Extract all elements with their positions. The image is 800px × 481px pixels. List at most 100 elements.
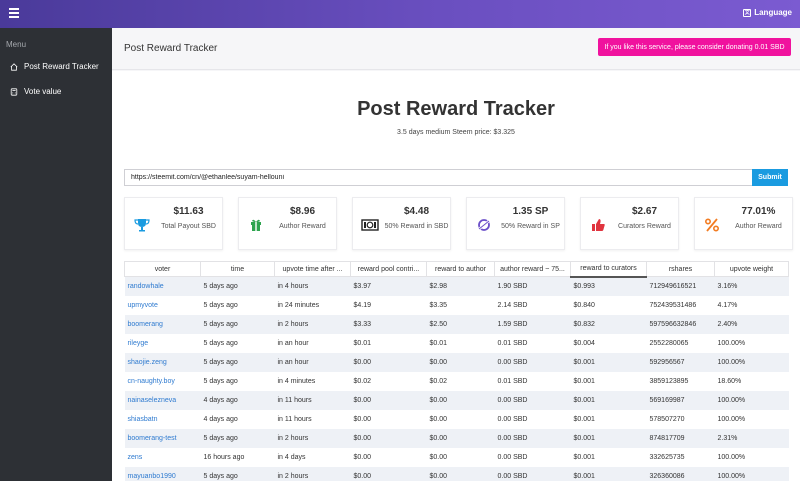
- table-row: upmyvote 5 days ago in 24 minutes $4.19 $3.3…: [124, 295, 789, 315]
- column-header-upvote-weight[interactable]: upvote weight: [714, 261, 789, 277]
- stat-value: $11.63: [173, 206, 204, 217]
- table-cell: $0.00: [426, 428, 495, 448]
- post-url-input[interactable]: [124, 169, 752, 186]
- table-cell: 5 days ago: [200, 314, 275, 334]
- table-cell: 3.16%: [714, 276, 789, 296]
- table-cell: 5 days ago: [200, 295, 275, 315]
- table-cell: 4 days ago: [200, 409, 275, 429]
- table-cell: 2.40%: [714, 314, 789, 334]
- stat-card-author-reward: $8.96 Author Reward: [238, 197, 337, 250]
- column-header-author-reward[interactable]: author reward ~ 75...: [494, 261, 571, 277]
- table-cell: 578507270: [646, 409, 715, 429]
- column-header-reward-curators[interactable]: reward to curators: [570, 261, 647, 278]
- table-cell: in 2 hours: [274, 428, 351, 448]
- menu-title: Menu: [6, 40, 27, 49]
- table-cell: 0.00 SBD: [494, 409, 571, 429]
- table-cell: 0.00 SBD: [494, 390, 571, 410]
- table-row: boomerang 5 days ago in 2 hours $3.33 $2.50 1…: [124, 314, 789, 334]
- table-row: rileyge 5 days ago in an hour $0.01 $0.01 0.0…: [124, 333, 789, 353]
- table-row: boomerang-test 5 days ago in 2 hours $0.00 $…: [124, 428, 789, 448]
- submit-button[interactable]: Submit: [752, 169, 788, 186]
- table-cell: in 2 hours: [274, 466, 351, 481]
- table-cell: 5 days ago: [200, 466, 275, 481]
- table-cell: 100.00%: [714, 352, 789, 372]
- table-cell: $0.00: [426, 466, 495, 481]
- stat-label: Author Reward: [279, 223, 326, 230]
- table-cell: $0.00: [350, 409, 427, 429]
- steem-price-subtitle: 3.5 days medium Steem price: $3.325: [397, 129, 515, 136]
- main-content: Post Reward Tracker 3.5 days medium Stee…: [112, 71, 800, 481]
- top-bar: 文 Language: [0, 0, 800, 28]
- column-header-reward-author[interactable]: reward to author: [426, 261, 495, 277]
- table-cell: $0.840: [570, 295, 647, 315]
- table-cell: in 4 minutes: [274, 371, 351, 391]
- table-cell: $0.832: [570, 314, 647, 334]
- stat-label: 50% Reward in SBD: [384, 223, 449, 230]
- language-label: Language: [754, 8, 792, 17]
- language-button[interactable]: 文 Language: [743, 8, 792, 17]
- table-cell: $0.00: [350, 466, 427, 481]
- sidebar-item-vote-value[interactable]: Vote value: [10, 87, 61, 96]
- table-cell: $0.02: [426, 371, 495, 391]
- stat-value: $2.67: [631, 206, 658, 217]
- table-cell: 4.17%: [714, 295, 789, 315]
- stat-card-author-percent: 77.01% Author Reward: [694, 197, 793, 250]
- table-cell: $0.00: [426, 409, 495, 429]
- sidebar-item-label: Post Reward Tracker: [24, 62, 99, 71]
- calculator-icon: [10, 87, 18, 96]
- column-header-upvote-time[interactable]: upvote time after ...: [274, 261, 351, 277]
- table-row: mayuanbo1990 5 days ago in 2 hours $0.00 $0.…: [124, 466, 789, 481]
- column-header-time[interactable]: time: [200, 261, 275, 277]
- table-cell: in 24 minutes: [274, 295, 351, 315]
- stat-value: 1.35 SP: [512, 206, 549, 217]
- table-cell: 752439531486: [646, 295, 715, 315]
- table-cell: 326360086: [646, 466, 715, 481]
- page-header: Post Reward Tracker If you like this ser…: [112, 28, 800, 70]
- table-cell: $0.00: [426, 352, 495, 372]
- sidebar: Menu Post Reward Tracker Vote value: [0, 28, 112, 481]
- voter-link[interactable]: boomerang: [124, 314, 201, 334]
- hero-title: Post Reward Tracker: [357, 98, 555, 120]
- table-cell: $0.00: [350, 390, 427, 410]
- table-cell: 569169987: [646, 390, 715, 410]
- table-cell: $0.001: [570, 466, 647, 481]
- column-header-reward-pool[interactable]: reward pool contri...: [350, 261, 427, 277]
- voter-link[interactable]: nainaselezneva: [124, 390, 201, 410]
- table-cell: $0.001: [570, 409, 647, 429]
- voter-link[interactable]: shiasbatn: [124, 409, 201, 429]
- stat-label: Curators Reward: [618, 223, 671, 230]
- table-cell: $0.001: [570, 428, 647, 448]
- table-row: nainaselezneva 4 days ago in 11 hours $0.00…: [124, 390, 789, 410]
- sidebar-item-label: Vote value: [24, 87, 62, 96]
- voter-link[interactable]: boomerang-test: [124, 428, 201, 448]
- table-cell: 2552280065: [646, 333, 715, 353]
- voter-link[interactable]: randowhale: [124, 276, 201, 296]
- trophy-icon: [134, 219, 150, 232]
- voter-link[interactable]: cn-naughty.boy: [124, 371, 201, 391]
- column-header-voter[interactable]: voter: [124, 261, 201, 277]
- table-cell: 4 days ago: [200, 390, 275, 410]
- money-icon: [361, 219, 379, 231]
- table-cell: in 4 hours: [274, 276, 351, 296]
- hamburger-menu-icon[interactable]: [9, 8, 19, 18]
- table-cell: 0.01 SBD: [494, 333, 571, 353]
- table-cell: 712949616521: [646, 276, 715, 296]
- table-cell: $3.97: [350, 276, 427, 296]
- voter-link[interactable]: zens: [124, 447, 201, 467]
- table-cell: $2.98: [426, 276, 495, 296]
- stat-label: Total Payout SBD: [161, 223, 216, 230]
- voter-link[interactable]: upmyvote: [124, 295, 201, 315]
- steem-icon: [477, 219, 491, 231]
- voter-link[interactable]: mayuanbo1990: [124, 466, 201, 481]
- table-cell: in 4 days: [274, 447, 351, 467]
- column-header-rshares[interactable]: rshares: [646, 261, 715, 277]
- donate-button[interactable]: If you like this service, please conside…: [598, 38, 791, 56]
- voter-link[interactable]: shaojie.zeng: [124, 352, 201, 372]
- table-cell: 100.00%: [714, 409, 789, 429]
- page-title: Post Reward Tracker: [124, 43, 218, 54]
- table-cell: 3859123895: [646, 371, 715, 391]
- voter-link[interactable]: rileyge: [124, 333, 201, 353]
- stat-value: $8.96: [289, 206, 316, 217]
- sidebar-item-post-reward-tracker[interactable]: Post Reward Tracker: [10, 62, 99, 71]
- table-cell: 5 days ago: [200, 276, 275, 296]
